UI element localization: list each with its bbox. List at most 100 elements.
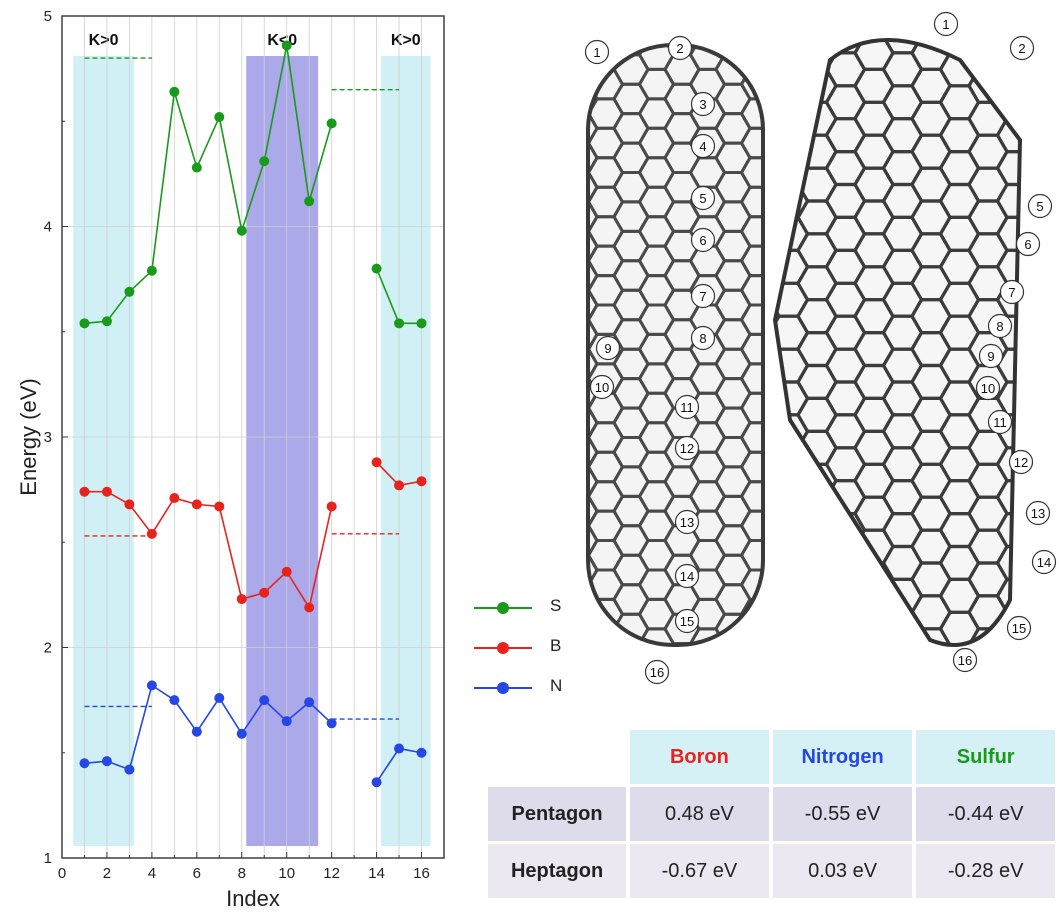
- site-label-circle: [674, 563, 700, 589]
- data-point-B: [169, 493, 180, 504]
- hexagon: [855, 4, 893, 37]
- tube-outline: [772, 38, 1023, 647]
- site-label-circle: [1031, 549, 1057, 575]
- hexagon: [824, 544, 867, 582]
- data-point-S: [236, 225, 247, 236]
- hexagon: [563, 673, 597, 700]
- site-label-left: 15: [680, 614, 694, 629]
- hexagon: [770, 678, 808, 700]
- data-point-N: [371, 777, 382, 788]
- y-axis-title: Energy (eV): [16, 378, 41, 495]
- hexagon: [665, 673, 699, 700]
- region-label: K>0: [391, 32, 421, 49]
- hexagon: [714, 45, 752, 57]
- hexagon: [853, 594, 895, 631]
- site-label-right: 6: [1024, 237, 1031, 252]
- hexagon: [739, 627, 763, 645]
- site-label-circle: [1015, 231, 1041, 257]
- site-label-right: 2: [1018, 41, 1025, 56]
- site-label-right: 9: [987, 349, 994, 364]
- hexagon: [798, 4, 836, 37]
- table-cell: -0.55 eV: [772, 787, 913, 841]
- hexagon: [998, 678, 1036, 700]
- hexagon: [775, 40, 781, 72]
- site-label-circle: [674, 394, 700, 420]
- data-point-N: [169, 695, 180, 706]
- hexagon: [796, 561, 838, 598]
- hexagon: [739, 597, 763, 631]
- data-point-B: [394, 480, 405, 491]
- site-label-left: 14: [680, 569, 694, 584]
- data-point-S: [326, 118, 337, 129]
- hexagon: [614, 673, 648, 700]
- hexagon: [775, 117, 810, 154]
- x-tick-label: 14: [368, 865, 385, 882]
- site-label-circle: [690, 283, 716, 309]
- left-nanotube: [563, 45, 776, 700]
- legend-item-S: S: [470, 590, 590, 630]
- data-point-B: [214, 501, 225, 512]
- site-label-left: 16: [650, 665, 664, 680]
- site-label-circle: [978, 343, 1004, 369]
- col-header-boron: Boron: [630, 730, 769, 784]
- hexagon: [775, 577, 810, 614]
- data-point-S: [259, 156, 270, 167]
- table-header-row: Boron Nitrogen Sulfur: [488, 730, 1055, 784]
- hexagon: [589, 658, 623, 688]
- data-point-B: [259, 587, 270, 598]
- hexagon: [941, 678, 979, 700]
- hexagon: [775, 446, 810, 483]
- site-label-right: 10: [981, 381, 995, 396]
- x-tick-label: 8: [238, 865, 246, 882]
- x-tick-label: 2: [103, 865, 111, 882]
- hexagon: [589, 688, 623, 700]
- data-point-N: [304, 697, 315, 708]
- hexagon: [824, 643, 867, 645]
- legend-marker: [497, 602, 509, 614]
- hexagon: [969, 695, 1007, 700]
- site-label-right: 8: [996, 319, 1003, 334]
- data-point-N: [79, 758, 90, 769]
- site-label-right: 11: [993, 415, 1007, 430]
- hexagon: [853, 561, 895, 598]
- legend-label: S: [550, 596, 562, 615]
- site-label-circle: [1027, 193, 1053, 219]
- site-label-right: 14: [1037, 555, 1051, 570]
- hexagon: [969, 4, 1007, 37]
- hexagon: [855, 695, 893, 700]
- legend: S B N: [470, 590, 590, 710]
- data-point-B: [236, 594, 247, 605]
- table-cell: 0.48 eV: [630, 787, 769, 841]
- x-tick-label: 0: [58, 865, 66, 882]
- x-tick-label: 12: [323, 865, 340, 882]
- site-label-right: 13: [1031, 506, 1045, 521]
- data-point-S: [394, 318, 405, 329]
- hexagon: [775, 544, 810, 582]
- hexagon: [824, 610, 867, 645]
- hexagon: [967, 40, 1009, 72]
- data-point-N: [146, 680, 157, 691]
- site-label-circle: [595, 335, 621, 361]
- hexagon: [739, 45, 763, 71]
- hexagon: [588, 642, 599, 645]
- data-point-B: [371, 457, 382, 468]
- hexagon: [716, 673, 750, 700]
- hexagon: [827, 678, 865, 700]
- x-tick-label: 4: [148, 865, 156, 882]
- site-label-circle: [674, 608, 700, 634]
- legend-item-N: N: [470, 670, 590, 710]
- data-point-S: [101, 316, 112, 327]
- site-label-left: 12: [680, 441, 694, 456]
- table-cell: -0.44 eV: [916, 787, 1055, 841]
- hexagon: [742, 688, 776, 700]
- y-tick-label: 4: [44, 219, 52, 236]
- site-label-right: 15: [1012, 621, 1026, 636]
- site-label-circle: [999, 279, 1025, 305]
- site-label-left: 10: [595, 380, 609, 395]
- site-label-circle: [975, 375, 1001, 401]
- hexagon: [881, 643, 924, 645]
- site-label-circle: [1025, 500, 1051, 526]
- hexagon: [775, 84, 810, 121]
- hexagon: [796, 528, 838, 565]
- data-point-S: [371, 263, 382, 274]
